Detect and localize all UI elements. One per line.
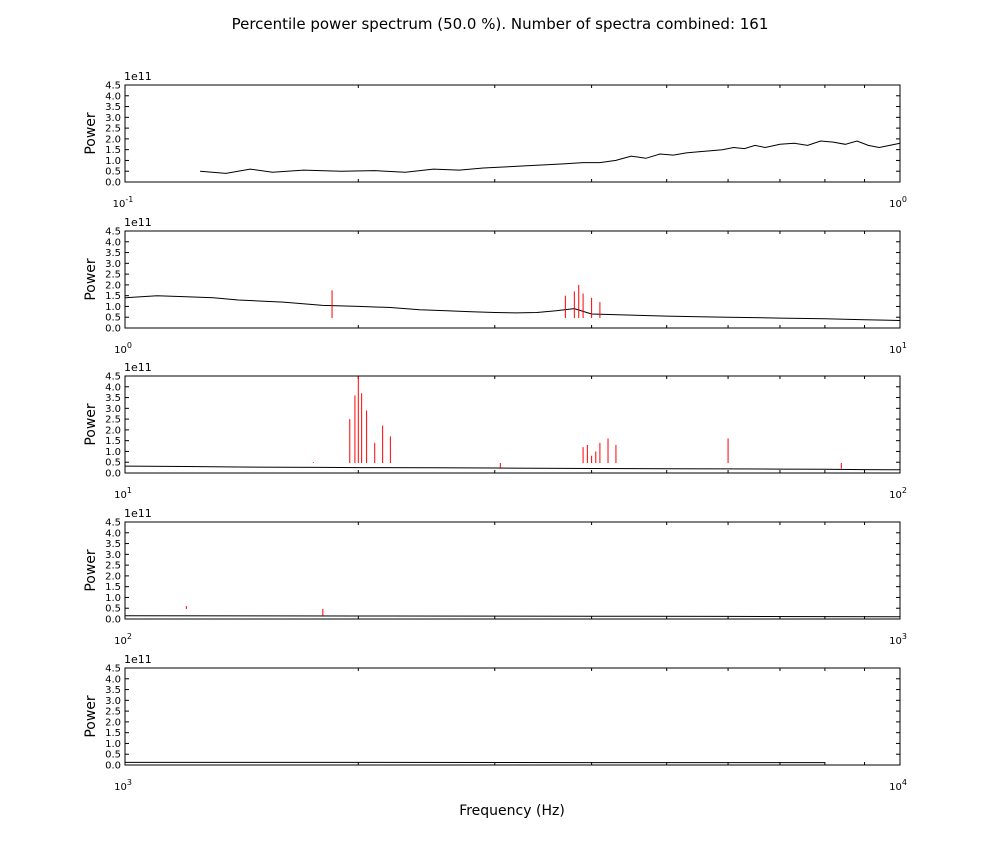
y-tick-label: 2.0: [105, 134, 121, 145]
y-tick-label: 0.0: [105, 615, 121, 626]
panel-frame: [124, 230, 901, 329]
panel-3: 0.00.51.01.52.02.53.03.54.04.5 101 102 1e11…: [83, 361, 907, 501]
y-tick-label: 0.5: [105, 604, 121, 615]
y-tick-label: 0.5: [105, 167, 121, 178]
y-tick-label: 1.5: [105, 728, 121, 739]
y-axis-label: Power: [83, 112, 99, 155]
y-tick-label: 4.5: [105, 81, 121, 92]
y-tick-label: 4.5: [105, 664, 121, 675]
y-tick-label: 2.5: [105, 270, 121, 281]
x-tick-label: 102: [889, 486, 907, 501]
panel-frame: [124, 84, 901, 183]
y-tick-label: 2.5: [105, 707, 121, 718]
y-tick-label: 4.5: [105, 227, 121, 238]
offset-label: 1e11: [124, 70, 152, 83]
y-tick-label: 4.0: [105, 237, 121, 248]
y-tick-label: 3.5: [105, 102, 121, 113]
offset-label: 1e11: [124, 361, 152, 374]
panel-5: 0.00.51.01.52.02.53.03.54.04.5 103 104 1e11…: [83, 653, 907, 793]
y-tick-label: 2.0: [105, 280, 121, 291]
y-tick-label: 1.5: [105, 291, 121, 302]
y-tick-label: 1.0: [105, 156, 121, 167]
series-line: [124, 295, 901, 321]
y-tick-label: 3.0: [105, 404, 121, 415]
x-tick-label: 104: [889, 778, 907, 793]
y-tick-label: 1.0: [105, 739, 121, 750]
panel-frame: [124, 667, 901, 766]
y-tick-label: 4.0: [105, 674, 121, 685]
x-tick-label: 103: [889, 632, 907, 647]
y-tick-label: 4.0: [105, 382, 121, 393]
x-tick-label: 100: [114, 341, 132, 356]
x-tick-label: 100: [889, 195, 907, 210]
y-axis-label: Power: [83, 403, 99, 446]
y-tick-label: 3.0: [105, 696, 121, 707]
y-tick-label: 4.5: [105, 518, 121, 529]
x-tick-label: 102: [114, 632, 132, 647]
y-tick-label: 0.0: [105, 761, 121, 772]
y-tick-label: 3.5: [105, 539, 121, 550]
panel-1: 0.00.51.01.52.02.53.03.54.04.5 10-1 100 1e1…: [83, 70, 907, 210]
y-tick-label: 2.5: [105, 415, 121, 426]
y-axis-label: Power: [83, 695, 99, 738]
y-tick-label: 0.5: [105, 458, 121, 469]
x-axis-label: Frequency (Hz): [459, 803, 565, 819]
y-tick-label: 3.0: [105, 113, 121, 124]
y-tick-label: 1.0: [105, 447, 121, 458]
figure-title: Percentile power spectrum (50.0 %). Numb…: [232, 15, 769, 33]
y-tick-label: 0.0: [105, 178, 121, 189]
y-tick-label: 0.5: [105, 750, 121, 761]
series-line: [124, 615, 901, 618]
y-tick-label: 3.0: [105, 550, 121, 561]
y-tick-label: 4.0: [105, 528, 121, 539]
y-tick-label: 1.5: [105, 582, 121, 593]
panel-frame: [124, 521, 901, 620]
y-tick-label: 2.5: [105, 124, 121, 135]
y-tick-label: 2.0: [105, 425, 121, 436]
offset-label: 1e11: [124, 653, 152, 666]
offset-label: 1e11: [124, 216, 152, 229]
y-tick-label: 3.0: [105, 259, 121, 270]
x-tick-label: 101: [114, 486, 132, 501]
y-tick-label: 0.5: [105, 313, 121, 324]
y-tick-label: 3.5: [105, 248, 121, 259]
series-line: [124, 465, 901, 471]
y-tick-label: 1.0: [105, 302, 121, 313]
panel-2: 0.00.51.01.52.02.53.03.54.04.5 100 101 1e11…: [83, 216, 907, 356]
x-tick-label: 10-1: [113, 195, 134, 210]
y-tick-label: 3.5: [105, 393, 121, 404]
y-tick-label: 1.5: [105, 436, 121, 447]
series-line: [200, 140, 901, 174]
y-tick-label: 3.5: [105, 685, 121, 696]
y-tick-label: 0.0: [105, 324, 121, 335]
x-tick-label: 103: [114, 778, 132, 793]
offset-label: 1e11: [124, 507, 152, 520]
x-tick-label: 101: [889, 341, 907, 356]
y-tick-label: 4.5: [105, 372, 121, 383]
y-tick-label: 0.0: [105, 469, 121, 480]
y-axis-label: Power: [83, 549, 99, 592]
panels: 0.00.51.01.52.02.53.03.54.04.510-1 1001e1…: [83, 70, 907, 793]
y-tick-label: 4.0: [105, 91, 121, 102]
y-tick-label: 2.5: [105, 561, 121, 572]
y-tick-label: 2.0: [105, 571, 121, 582]
y-tick-label: 2.0: [105, 717, 121, 728]
y-tick-label: 1.0: [105, 593, 121, 604]
panel-4: 0.00.51.01.52.02.53.03.54.04.5 102 103 1e11…: [83, 507, 907, 647]
y-axis-label: Power: [83, 258, 99, 301]
panel-frame: [124, 375, 901, 474]
y-tick-label: 1.5: [105, 145, 121, 156]
